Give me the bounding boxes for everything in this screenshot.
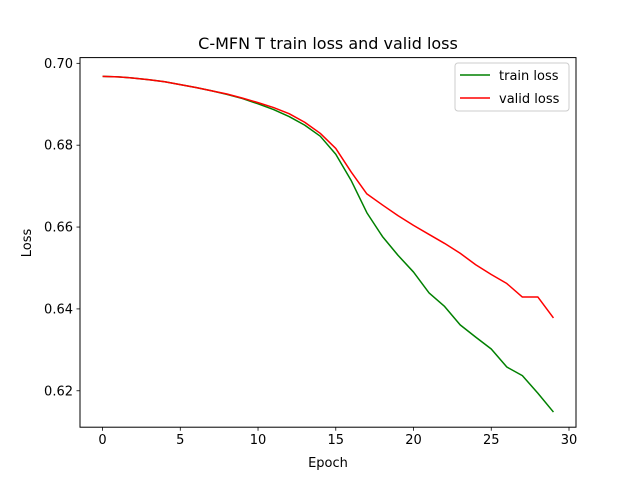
x-tick-label: 10 — [250, 433, 267, 448]
y-tick-label: 0.68 — [44, 139, 73, 154]
legend-label-train-loss: train loss — [499, 69, 559, 84]
y-tick-label: 0.62 — [44, 384, 73, 399]
y-tick-label: 0.70 — [44, 57, 73, 72]
plot-lines — [102, 75, 555, 413]
legend: train loss valid loss — [454, 62, 570, 112]
chart-title: C-MFN T train loss and valid loss — [198, 34, 458, 53]
x-tick-label: 25 — [483, 433, 500, 448]
y-axis-label: Loss — [20, 229, 35, 258]
legend-label-valid-loss: valid loss — [499, 92, 560, 107]
x-tick-label: 15 — [328, 433, 345, 448]
plot-area-frame — [79, 57, 577, 428]
series-line-valid-loss — [102, 75, 555, 319]
y-tick-label: 0.66 — [44, 221, 73, 236]
x-tick-label: 30 — [561, 433, 578, 448]
x-tick-label: 5 — [176, 433, 184, 448]
x-tick-label: 0 — [98, 433, 106, 448]
x-axis-label: Epoch — [308, 456, 348, 471]
axes-ticks: 0 5 10 15 20 25 30 0.62 0.64 0.66 0.68 0.70 — [44, 57, 577, 448]
y-tick-label: 0.64 — [44, 302, 73, 317]
x-tick-label: 20 — [405, 433, 422, 448]
